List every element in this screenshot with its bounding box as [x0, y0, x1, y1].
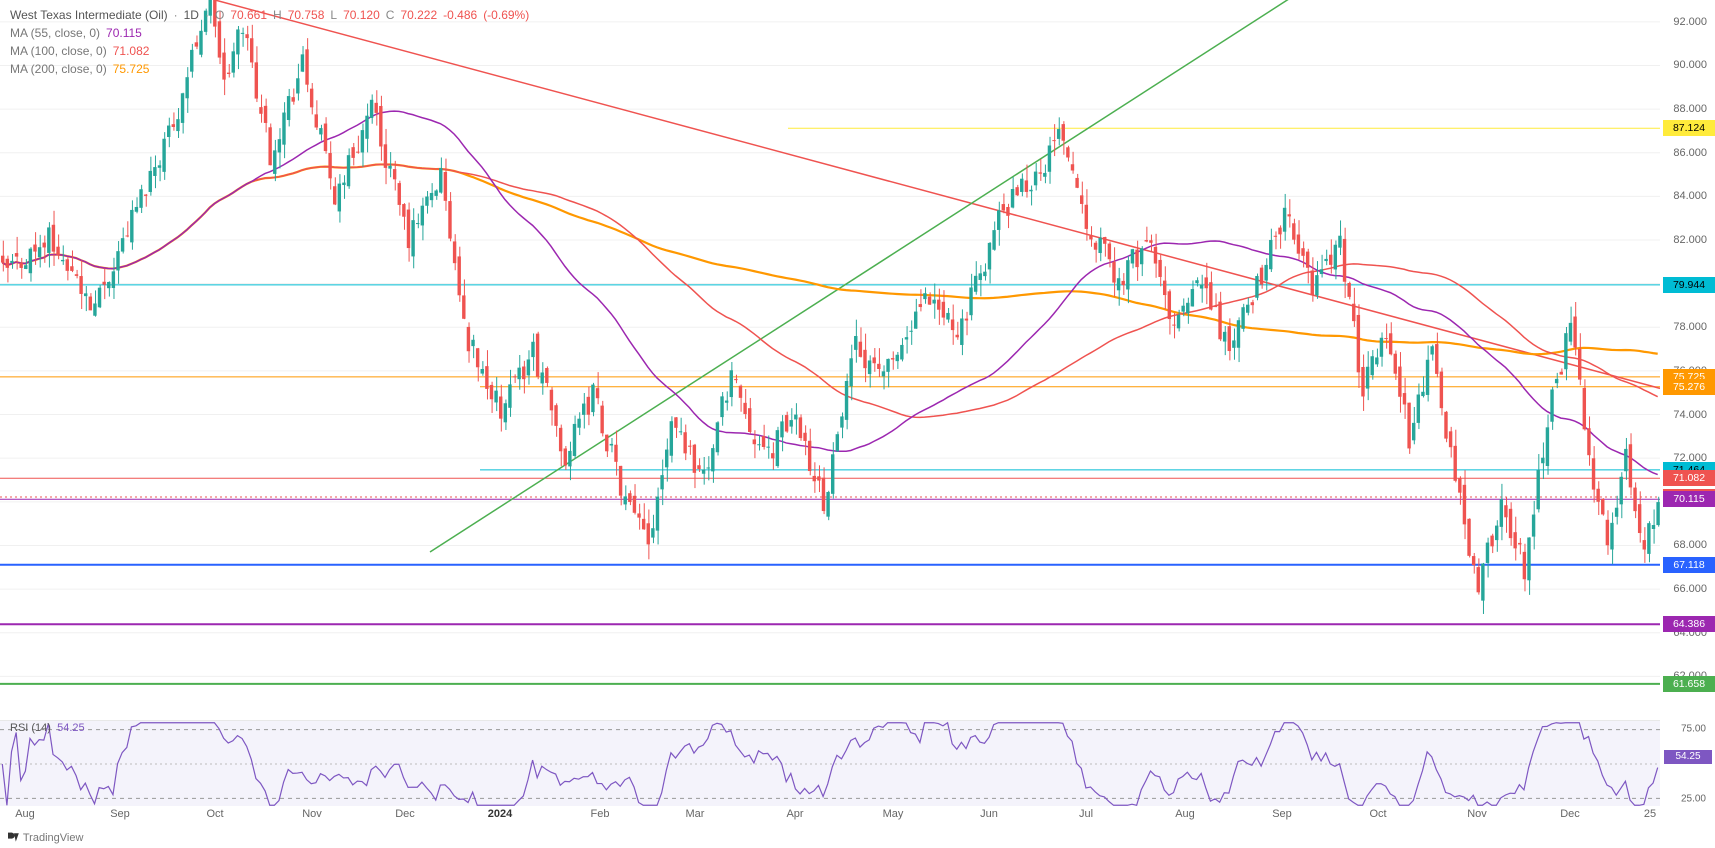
footer-brand: TradingView [8, 832, 83, 844]
ohlc-h-label: H [273, 6, 282, 24]
price-tag: 67.118 [1663, 557, 1715, 573]
ma55-value: 70.115 [106, 24, 142, 42]
price-tag: 61.658 [1663, 676, 1715, 692]
ma100-label: MA (100, close, 0) [10, 42, 107, 60]
chart-container: West Texas Intermediate (Oil) · 1D · O 7… [0, 0, 1715, 848]
symbol-name: West Texas Intermediate (Oil) [10, 6, 168, 24]
ohlc-c-label: C [386, 6, 395, 24]
x-axis: AugSepOctNovDec2024FebMarAprMayJunJulAug… [0, 808, 1660, 824]
ohlc-c: 70.222 [400, 6, 437, 24]
y-axis: 62.00064.00066.00068.00070.00072.00074.0… [1660, 0, 1715, 720]
ohlc-l-label: L [330, 6, 337, 24]
ma55-label: MA (55, close, 0) [10, 24, 100, 42]
price-tag: 87.124 [1663, 120, 1715, 136]
ma55-row: MA (55, close, 0) 70.115 [10, 24, 529, 42]
ohlc-l: 70.120 [343, 6, 380, 24]
rsi-label: RSI (14) 54.25 [10, 722, 85, 734]
ohlc-chg: -0.486 [443, 6, 477, 24]
price-chart[interactable] [0, 0, 1660, 720]
price-tag: 79.944 [1663, 277, 1715, 293]
ohlc-o: 70.661 [230, 6, 267, 24]
ma100-value: 71.082 [113, 42, 150, 60]
rsi-value-tag: 54.25 [1664, 750, 1712, 764]
ohlc-h: 70.758 [288, 6, 325, 24]
ohlc-chg-pct: (-0.69%) [483, 6, 529, 24]
price-tag: 64.386 [1663, 616, 1715, 632]
symbol-row: West Texas Intermediate (Oil) · 1D · O 7… [10, 6, 529, 24]
ma100-row: MA (100, close, 0) 71.082 [10, 42, 529, 60]
price-tag: 70.115 [1663, 491, 1715, 507]
ma200-value: 75.725 [113, 60, 150, 78]
chart-legend: West Texas Intermediate (Oil) · 1D · O 7… [10, 6, 529, 78]
rsi-panel[interactable]: 75.00 25.00 54.25 [0, 720, 1660, 806]
price-tag: 75.276 [1663, 379, 1715, 395]
ohlc-o-label: O [215, 6, 224, 24]
ma200-label: MA (200, close, 0) [10, 60, 107, 78]
interval: 1D [184, 6, 199, 24]
ma200-row: MA (200, close, 0) 75.725 [10, 60, 529, 78]
price-tag: 71.082 [1663, 470, 1715, 486]
tradingview-logo-icon [8, 832, 20, 844]
